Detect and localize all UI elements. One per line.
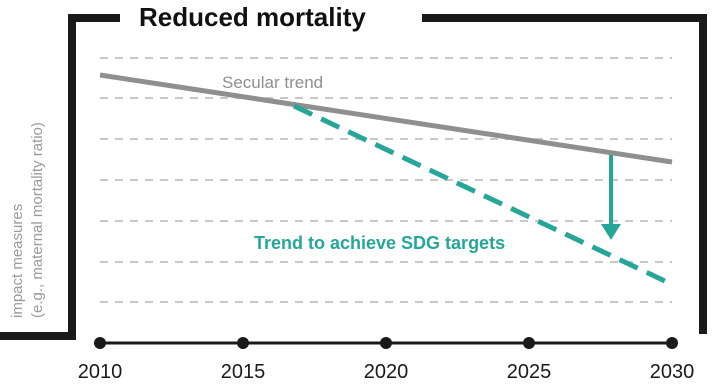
x-axis-dot [666,337,678,349]
x-axis-dot [237,337,249,349]
x-axis [94,337,678,349]
x-tick-label: 2025 [507,361,552,383]
frame [0,14,707,340]
gap-arrow [601,155,621,240]
x-tick-label: 2010 [78,361,123,383]
x-tick-labels: 2010 2015 2020 2025 2030 [78,361,695,383]
x-tick-label: 2015 [221,361,266,383]
frame-left-top [0,14,120,340]
gap-arrow-head [601,224,621,240]
x-axis-dot [380,337,392,349]
sdg-trend-label: Trend to achieve SDG targets [254,233,505,253]
x-tick-label: 2030 [650,361,695,383]
secular-trend-label: Secular trend [222,73,323,92]
x-axis-dot [523,337,535,349]
grid [100,57,672,303]
secular-trend-line [99,72,673,165]
frame-right-top [422,14,707,334]
y-axis-label-line2: (e.g., maternal mortality ratio) [29,122,46,318]
chart-title: Reduced mortality [139,2,366,32]
x-tick-label: 2020 [364,361,409,383]
x-axis-dot [94,337,106,349]
sdg-trend-line [292,103,669,285]
y-axis-label: impact measures (e.g., maternal mortalit… [9,122,46,318]
y-axis-label-line1: impact measures [9,204,26,318]
